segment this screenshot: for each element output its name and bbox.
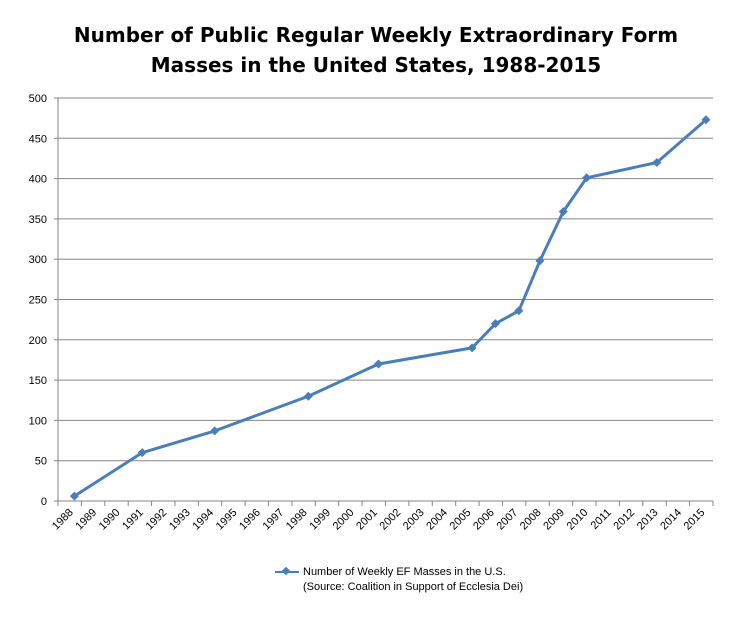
- x-tick-label-1993: 1993: [167, 507, 193, 533]
- data-point-220: [490, 319, 500, 329]
- data-point-190: [467, 343, 477, 353]
- x-tick-label-2001: 2001: [354, 507, 380, 533]
- chart-title: Number of Public Regular Weekly Extraord…: [0, 20, 752, 80]
- x-tick-label-2006: 2006: [471, 507, 497, 533]
- x-tick-label-2015: 2015: [682, 507, 708, 533]
- x-tick-label-1995: 1995: [214, 507, 240, 533]
- x-tick-label-2003: 2003: [401, 507, 427, 533]
- data-point-236: [514, 306, 524, 316]
- y-axis-tick-labels: 0 50 100 150 200 250 300 350 400 450 500: [29, 93, 47, 508]
- x-tick-label-2011: 2011: [589, 507, 614, 532]
- y-tick-label-50: 50: [35, 456, 47, 468]
- legend-series-source: (Source: Coalition in Support of Ecclesi…: [303, 581, 524, 593]
- legend-diamond-marker: [281, 566, 291, 576]
- legend-label: Number of Weekly EF Masses in the U.S. (…: [303, 565, 523, 595]
- y-tick-label-450: 450: [29, 133, 47, 145]
- x-tick-label-2014: 2014: [658, 507, 684, 533]
- x-tick-label-1999: 1999: [307, 507, 333, 533]
- chart-title-line-1: Number of Public Regular Weekly Extraord…: [73, 23, 679, 47]
- data-point-170: [373, 359, 383, 369]
- y-tick-label-0: 0: [41, 496, 47, 508]
- gridlines: [58, 97, 713, 462]
- y-tick-label-100: 100: [29, 415, 47, 427]
- x-tick-label-1990: 1990: [97, 507, 123, 533]
- y-tick-label-400: 400: [29, 174, 47, 186]
- y-tick-label-150: 150: [29, 375, 47, 387]
- data-point-60: [137, 448, 147, 458]
- chart-title-line-2: Masses in the United States, 1988-2015: [150, 53, 602, 77]
- data-point-87: [210, 426, 220, 436]
- data-point-420: [652, 157, 662, 167]
- y-tick-label-300: 300: [29, 254, 47, 266]
- data-point-401: [582, 173, 592, 183]
- x-tick-label-1994: 1994: [190, 507, 216, 533]
- y-tick-label-500: 500: [29, 93, 47, 105]
- series-group: [69, 115, 711, 501]
- x-axis-tick-labels: 1988198919901991199219931994199519961997…: [50, 507, 707, 533]
- axes: [54, 97, 714, 506]
- x-tick-label-2002: 2002: [378, 507, 404, 533]
- x-tick-label-2009: 2009: [541, 507, 567, 533]
- y-tick-label-350: 350: [29, 214, 47, 226]
- x-tick-label-1991: 1991: [120, 507, 146, 533]
- x-tick-label-1997: 1997: [261, 507, 287, 533]
- data-point-130: [303, 391, 313, 401]
- x-tick-label-2007: 2007: [494, 507, 520, 533]
- x-tick-label-1998: 1998: [284, 507, 310, 533]
- x-tick-label-2008: 2008: [518, 507, 544, 533]
- x-tick-label-1996: 1996: [237, 507, 263, 533]
- data-point-6: [69, 491, 79, 501]
- data-point-298: [535, 256, 545, 266]
- series-line-0: [73, 118, 707, 498]
- legend: Number of Weekly EF Masses in the U.S. (…: [275, 566, 575, 598]
- legend-series-name: Number of Weekly EF Masses in the U.S.: [303, 566, 506, 578]
- x-tick-label-1989: 1989: [73, 507, 99, 533]
- x-tick-label-2005: 2005: [448, 507, 474, 533]
- x-tick-label-2010: 2010: [565, 507, 591, 533]
- data-point-359: [558, 207, 568, 217]
- x-tick-label-1992: 1992: [144, 507, 170, 533]
- x-tick-label-2000: 2000: [331, 507, 357, 533]
- x-tick-label-2013: 2013: [635, 507, 661, 533]
- data-point-473: [701, 115, 711, 125]
- x-tick-label-2004: 2004: [424, 507, 450, 533]
- x-tick-label-2012: 2012: [611, 507, 637, 533]
- y-tick-label-250: 250: [29, 295, 47, 307]
- y-tick-label-200: 200: [29, 335, 47, 347]
- x-tick-label-1988: 1988: [50, 507, 76, 533]
